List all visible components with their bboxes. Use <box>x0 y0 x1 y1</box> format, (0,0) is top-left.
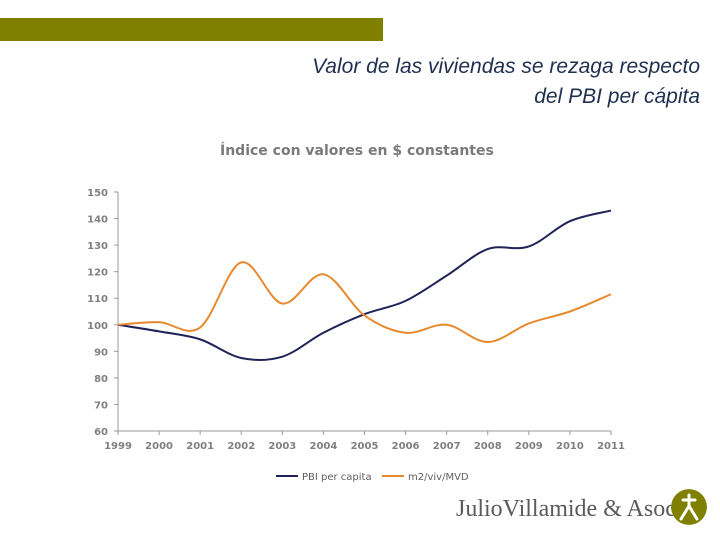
slide-title-line-1: Valor de las viviendas se rezaga respect… <box>312 55 700 78</box>
company-logo-icon <box>671 489 707 525</box>
company-logo-text: JulioVillamide & Asoc. <box>456 496 682 522</box>
slide-title: Valor de las viviendas se rezaga respect… <box>180 52 700 112</box>
legend-pbi-per-capita-label: PBI per capita <box>302 472 372 483</box>
x-tick-label: 2005 <box>351 441 379 452</box>
y-tick-label: 110 <box>87 294 108 305</box>
x-tick-label: 1999 <box>104 441 132 452</box>
legend-m2-viv-mvd-label: m2/viv/MVD <box>408 472 469 483</box>
x-tick-label: 2007 <box>433 441 461 452</box>
y-tick-label: 130 <box>87 241 108 252</box>
y-tick-label: 90 <box>94 347 108 358</box>
x-tick-label: 2000 <box>145 441 173 452</box>
y-tick-label: 70 <box>94 400 108 411</box>
chart-title: Índice con valores en $ constantes <box>220 143 494 159</box>
x-tick-label: 2011 <box>597 441 625 452</box>
y-tick-label: 150 <box>87 188 108 199</box>
x-tick-label: 2008 <box>474 441 502 452</box>
x-tick-label: 2002 <box>227 441 255 452</box>
x-tick-label: 2001 <box>186 441 214 452</box>
x-tick-label: 2010 <box>556 441 584 452</box>
y-tick-label: 120 <box>87 268 108 279</box>
y-tick-label: 100 <box>87 321 108 332</box>
slide-title-line-2: del PBI per cápita <box>534 85 700 108</box>
x-tick-label: 2006 <box>392 441 420 452</box>
x-tick-label: 2004 <box>309 441 337 452</box>
x-tick-label: 2009 <box>515 441 543 452</box>
title-accent-bar <box>0 18 383 41</box>
x-tick-label: 2003 <box>268 441 296 452</box>
y-tick-label: 80 <box>94 374 108 385</box>
y-tick-label: 140 <box>87 215 108 226</box>
y-tick-label: 60 <box>94 427 108 438</box>
pbi-per-capita-line <box>117 209 612 361</box>
m2-viv-mvd-line <box>117 261 612 344</box>
